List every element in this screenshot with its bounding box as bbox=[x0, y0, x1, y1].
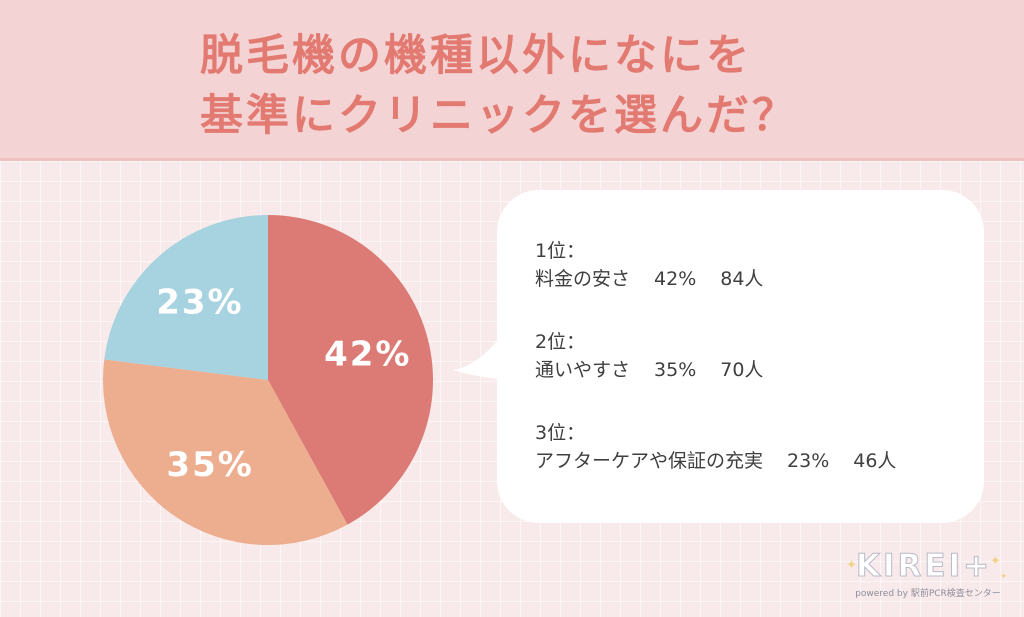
pie-slice-2 bbox=[103, 359, 348, 545]
ranking-item-3: 3位： アフターケアや保証の充実 23% 46人 bbox=[535, 419, 920, 475]
bubble-tail bbox=[452, 338, 510, 380]
title-line-2: 基準にクリニックを選んだ？ bbox=[200, 91, 798, 141]
logo-wordmark: KIREI+ bbox=[855, 548, 993, 585]
pie-slice-1 bbox=[268, 215, 433, 525]
ranking-speech-bubble bbox=[497, 190, 984, 523]
sparkle-icon: ✦ bbox=[846, 558, 857, 573]
pie-slice-3 bbox=[104, 215, 268, 380]
ranking-percent-1: 42% bbox=[654, 268, 697, 290]
pie-slice-label-2: 35% bbox=[166, 445, 253, 485]
page-title: 脱毛機の機種以外になにを 基準にクリニックを選んだ？ bbox=[200, 26, 920, 146]
ranking-item-1: 1位： 料金の安さ 42% 84人 bbox=[535, 237, 787, 293]
title-header: 脱毛機の機種以外になにを 基準にクリニックを選んだ？ bbox=[0, 0, 1024, 161]
sparkle-icon: ✦ bbox=[1000, 572, 1008, 582]
ranking-position-1: 1位： bbox=[535, 240, 586, 262]
pie-slice-label-3: 23% bbox=[156, 283, 243, 323]
ranking-label-1: 料金の安さ bbox=[535, 268, 631, 290]
ranking-count-3: 46人 bbox=[853, 450, 897, 472]
ranking-item-2: 2位： 通いやすさ 35% 70人 bbox=[535, 328, 787, 384]
ranking-detail-2: 通いやすさ 35% 70人 bbox=[535, 356, 787, 384]
logo-tagline: powered by 駅前PCR検査センター bbox=[855, 589, 1001, 599]
kirei-plus-logo: ✦ ✦ ✦ KIREI+ powered by 駅前PCR検査センター bbox=[840, 548, 1016, 610]
pie-slice-label-1: 42% bbox=[324, 334, 411, 374]
ranking-position-3: 3位： bbox=[535, 422, 586, 444]
title-line-1: 脱毛機の機種以外になにを bbox=[200, 31, 752, 81]
ranking-detail-1: 料金の安さ 42% 84人 bbox=[535, 265, 787, 293]
ranking-percent-2: 35% bbox=[654, 359, 697, 381]
ranking-count-2: 70人 bbox=[720, 359, 764, 381]
sparkle-icon: ✦ bbox=[990, 554, 1001, 569]
ranking-percent-3: 23% bbox=[787, 450, 830, 472]
ranking-label-3: アフターケアや保証の充実 bbox=[535, 450, 764, 472]
ranking-label-2: 通いやすさ bbox=[535, 359, 631, 381]
ranking-position-2: 2位： bbox=[535, 331, 586, 353]
ranking-count-1: 84人 bbox=[720, 268, 764, 290]
ranking-detail-3: アフターケアや保証の充実 23% 46人 bbox=[535, 447, 920, 475]
